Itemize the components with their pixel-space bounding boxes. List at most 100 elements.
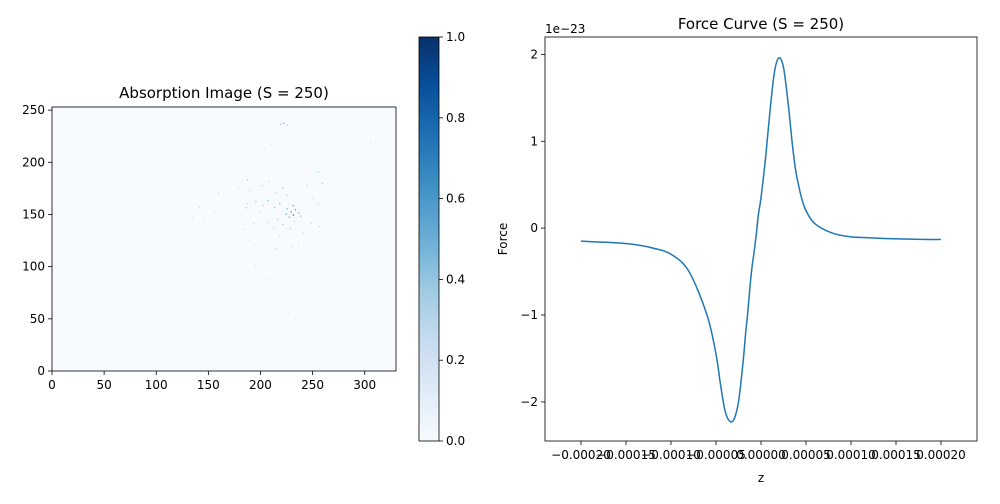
heatmap-pixel bbox=[294, 209, 296, 211]
force-curve-frame bbox=[544, 36, 978, 442]
heatmap-pixel bbox=[280, 123, 282, 125]
heatmap-pixel bbox=[317, 204, 319, 206]
heatmap-pixel bbox=[287, 312, 289, 314]
force-x-label: z bbox=[758, 471, 764, 485]
heatmap-pixel bbox=[293, 220, 295, 222]
colorbar-tick-label: 0.4 bbox=[446, 272, 465, 286]
heatmap-pixel bbox=[290, 245, 292, 247]
x-tick-label: 150 bbox=[197, 378, 220, 392]
heatmap-pixel bbox=[249, 189, 251, 191]
heatmap-pixel bbox=[242, 229, 244, 231]
x-tick-label: 50 bbox=[96, 378, 111, 392]
heatmap-pixel bbox=[286, 124, 288, 126]
y-tick-label: −2 bbox=[520, 395, 538, 409]
heatmap-pixel bbox=[239, 215, 241, 217]
heatmap-pixel bbox=[246, 203, 249, 205]
y-tick-label: −1 bbox=[520, 308, 538, 322]
x-tick-label: 0.00000 bbox=[736, 448, 786, 462]
heatmap-pixel bbox=[292, 214, 294, 216]
heatmap-pixel bbox=[300, 215, 302, 217]
x-tick-label: 300 bbox=[353, 378, 376, 392]
heatmap-pixel bbox=[292, 205, 294, 207]
y-tick-label: 200 bbox=[22, 155, 45, 169]
heatmap-pixel bbox=[267, 221, 269, 223]
colorbar-gradient bbox=[419, 37, 439, 441]
colorbar-tick-label: 0.8 bbox=[446, 111, 465, 125]
colorbar: 0.0 0.2 0.4 0.6 0.8 1.0 bbox=[418, 30, 465, 448]
heatmap-pixel bbox=[283, 122, 285, 124]
heatmap-pixel bbox=[321, 183, 324, 185]
force-x-axis: −0.00020−0.00015−0.00010−0.000050.000000… bbox=[551, 441, 966, 462]
x-tick-label: 0.00010 bbox=[826, 448, 876, 462]
y-tick-label: 50 bbox=[30, 312, 45, 326]
heatmap-pixel bbox=[279, 203, 281, 205]
heatmap-pixel bbox=[245, 207, 247, 209]
colorbar-tick-label: 0.2 bbox=[446, 353, 465, 367]
heatmap-pixel bbox=[249, 239, 251, 241]
heatmap-pixel bbox=[310, 222, 312, 224]
heatmap-pixel bbox=[198, 207, 201, 209]
heatmap-pixel bbox=[253, 222, 255, 224]
force-curve-line bbox=[580, 57, 942, 423]
heatmap-pixel bbox=[270, 143, 273, 145]
heatmap-background bbox=[52, 107, 396, 371]
heatmap-pixel bbox=[267, 199, 269, 202]
colorbar-frame bbox=[418, 36, 440, 442]
x-tick-label: 0 bbox=[48, 378, 56, 392]
heatmap-pixel bbox=[237, 188, 239, 190]
colorbar-tick-label: 0.0 bbox=[446, 434, 465, 448]
heatmap-pixel bbox=[259, 211, 261, 213]
heatmap-pixel bbox=[312, 197, 314, 199]
heatmap-pixel bbox=[262, 205, 264, 207]
heatmap-pixel bbox=[279, 235, 281, 237]
heatmap-pixel bbox=[191, 217, 193, 219]
force-y-label: Force bbox=[496, 223, 510, 255]
heatmap-pixel bbox=[268, 181, 270, 183]
heatmap-y-axis: 0 50 100 150 200 250 bbox=[22, 103, 52, 378]
colorbar-tick-label: 0.6 bbox=[446, 192, 465, 206]
heatmap-pixel bbox=[255, 264, 257, 266]
heatmap-pixel bbox=[286, 208, 288, 210]
heatmap-pixel bbox=[288, 216, 290, 218]
heatmap-pixel bbox=[277, 218, 279, 220]
heatmap-pixel bbox=[286, 194, 288, 196]
heatmap-pixel bbox=[290, 211, 292, 213]
y-offset-label: 1e−23 bbox=[545, 22, 585, 36]
heatmap-pixel bbox=[276, 247, 278, 250]
y-tick-label: 1 bbox=[530, 134, 538, 148]
y-tick-label: 250 bbox=[22, 103, 45, 117]
heatmap-points bbox=[191, 122, 372, 314]
x-tick-label: −0.00010 bbox=[641, 448, 701, 462]
heatmap-pixel bbox=[298, 241, 300, 243]
y-tick-label: 150 bbox=[22, 207, 45, 221]
y-tick-label: 0 bbox=[530, 221, 538, 235]
heatmap-pixel bbox=[217, 192, 219, 194]
heatmap-title: Absorption Image (S = 250) bbox=[119, 84, 329, 102]
heatmap-pixel bbox=[213, 212, 215, 214]
heatmap-x-axis: 0 50 100 150 200 250 300 bbox=[48, 371, 376, 392]
x-tick-label: 0.00020 bbox=[916, 448, 966, 462]
x-tick-label: −0.00005 bbox=[686, 448, 746, 462]
heatmap-pixel bbox=[306, 184, 308, 186]
heatmap-pixel bbox=[369, 141, 372, 143]
heatmap-pixel bbox=[289, 228, 291, 230]
heatmap-pixel bbox=[274, 207, 276, 209]
x-tick-label: 100 bbox=[145, 378, 168, 392]
heatmap-pixel bbox=[318, 226, 320, 228]
heatmap-pixel bbox=[317, 171, 319, 173]
x-tick-label: −0.00015 bbox=[596, 448, 656, 462]
heatmap-pixel bbox=[275, 192, 277, 194]
y-tick-label: 2 bbox=[530, 47, 538, 61]
heatmap-pixel bbox=[303, 232, 305, 234]
heatmap-pixel bbox=[261, 185, 263, 187]
heatmap-pixel bbox=[272, 227, 275, 229]
heatmap-pixel bbox=[255, 200, 257, 203]
x-tick-label: 250 bbox=[301, 378, 324, 392]
x-tick-label: 0.00005 bbox=[781, 448, 831, 462]
x-tick-label: 0.00015 bbox=[871, 448, 921, 462]
heatmap-pixel bbox=[282, 223, 284, 226]
heatmap-pixel bbox=[282, 187, 284, 189]
y-tick-label: 0 bbox=[37, 364, 45, 378]
colorbar-ticks: 0.0 0.2 0.4 0.6 0.8 1.0 bbox=[439, 30, 465, 448]
